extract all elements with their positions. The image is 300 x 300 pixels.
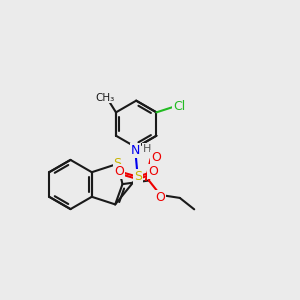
Text: S: S <box>134 170 142 183</box>
Text: O: O <box>155 191 165 204</box>
Text: O: O <box>114 165 124 178</box>
Text: S: S <box>113 157 122 170</box>
Text: H: H <box>143 144 152 154</box>
Text: Cl: Cl <box>173 100 186 113</box>
Text: CH₃: CH₃ <box>96 93 115 103</box>
Text: N: N <box>130 144 140 157</box>
Text: O: O <box>148 165 158 178</box>
Text: O: O <box>152 151 161 164</box>
